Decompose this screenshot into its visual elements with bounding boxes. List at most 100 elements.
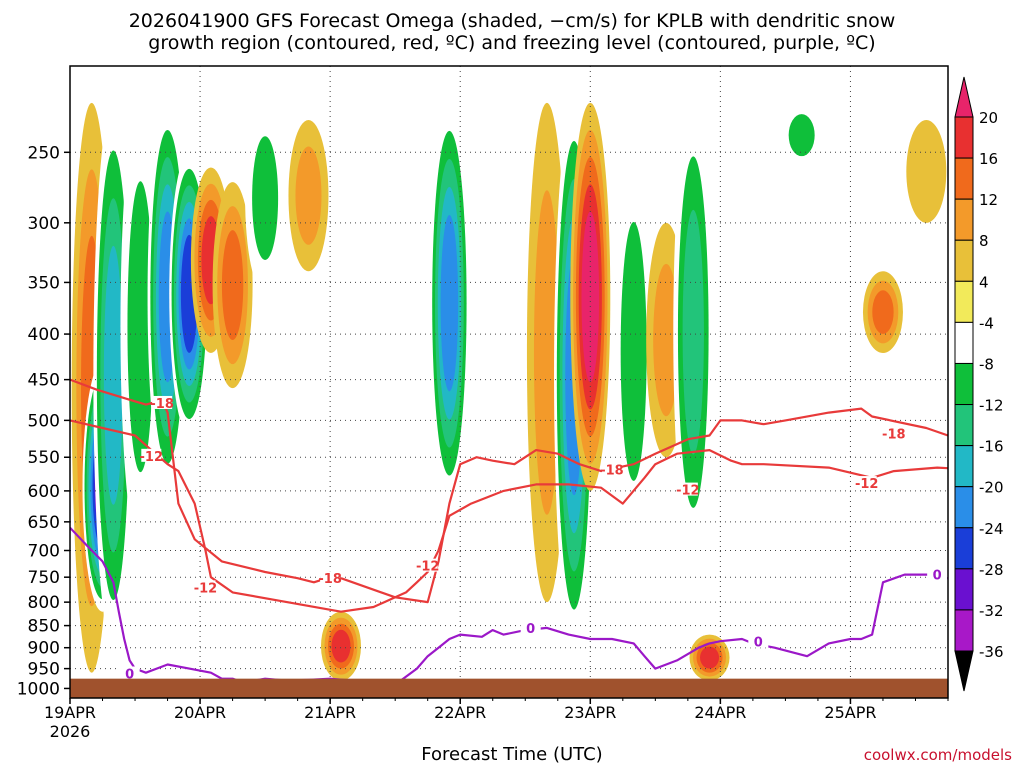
omega-cell: [1019, 339, 1024, 374]
colorbar-box: [954, 280, 974, 323]
omega-cell: [127, 181, 154, 473]
x-tick-label: 25APR: [824, 703, 876, 722]
contour-label: -18: [600, 464, 624, 479]
contour-line-minus18: [340, 407, 948, 604]
colorbar-bottom-arrow: [954, 650, 974, 692]
colorbar-box: [954, 157, 974, 200]
colorbar-box: [954, 568, 974, 611]
x-tick-label: 22APR: [434, 703, 486, 722]
y-tick-label: 750: [28, 568, 60, 588]
omega-cell: [221, 230, 244, 341]
x-tick-label: 23APR: [564, 703, 616, 722]
contour-label: 0: [933, 569, 942, 584]
y-tick-label: 700: [28, 542, 60, 562]
omega-cell: [331, 629, 351, 663]
colorbar-label: -12: [979, 397, 1004, 415]
colorbar-label: -36: [979, 643, 1004, 661]
plot-frame: [69, 65, 949, 699]
contour-label: 0: [526, 622, 535, 637]
y-tick-label: 1000: [17, 679, 60, 699]
contour-label: 0: [754, 636, 763, 651]
y-tick-label: 450: [28, 371, 60, 391]
y-tick-label: 350: [28, 273, 60, 293]
colorbar-box: [954, 198, 974, 241]
contour-label-bg: [520, 620, 541, 634]
colorbar-label: -8: [979, 355, 994, 373]
contour-label-bg: [141, 448, 162, 462]
x-tick-label: 24APR: [694, 703, 746, 722]
colorbar-label: 12: [979, 191, 998, 209]
contour-label: -12: [676, 484, 700, 499]
y-tick-label: 300: [28, 214, 60, 234]
colorbar-box: [954, 404, 974, 447]
y-tick-label: 950: [28, 660, 60, 680]
contour-label-bg: [856, 476, 877, 490]
y-tick-label: 400: [28, 325, 60, 345]
omega-cell: [533, 190, 560, 515]
credit-link[interactable]: coolwx.com/models: [863, 746, 1012, 764]
omega-cell: [252, 136, 279, 260]
colorbar-label: 8: [979, 232, 989, 250]
y-tick-label: 800: [28, 593, 60, 613]
contour-line-minus12: [70, 419, 440, 613]
colorbar-label: 4: [979, 273, 989, 291]
colorbar-label: 16: [979, 150, 998, 168]
contour-label: -12: [194, 581, 218, 596]
grid-lines: [70, 66, 948, 698]
omega-cell: [103, 245, 123, 505]
colorbar-label: -16: [979, 438, 1004, 456]
contour-label-bg: [119, 666, 140, 680]
omega-cell: [653, 263, 680, 417]
omega-cell: [1015, 334, 1024, 380]
contour-label-bg: [601, 462, 622, 476]
contour-label: -18: [318, 572, 342, 587]
contour-label-bg: [195, 580, 216, 594]
y-tick-label: 250: [28, 143, 60, 163]
colorbar-label: -32: [979, 602, 1004, 620]
omega-cell: [620, 221, 647, 481]
colorbar-label: -4: [979, 314, 994, 332]
colorbar-box: [954, 445, 974, 488]
x-tick-label: 21APR: [304, 703, 356, 722]
omega-cell: [1005, 224, 1024, 434]
contour-label-bg: [417, 558, 438, 572]
omega-cell: [682, 209, 704, 455]
contour-label: -12: [140, 450, 164, 465]
omega-cell: [906, 120, 947, 223]
x-tick-sublabel: 2026: [50, 722, 91, 741]
contour-line-minus12: [437, 449, 948, 551]
contour-label: -18: [882, 427, 906, 442]
x-axis-label: Forecast Time (UTC): [421, 744, 603, 765]
y-tick-label: 850: [28, 617, 60, 637]
contour-line-0: [70, 526, 948, 690]
contour-label-bg: [677, 482, 698, 496]
omega-cell: [295, 146, 322, 245]
contour-label-bg: [152, 395, 173, 409]
contour-label: -18: [150, 397, 174, 412]
colorbar-top-arrow: [954, 76, 974, 118]
x-tick-label: 19APR: [44, 703, 96, 722]
contour-line-minus18: [70, 378, 342, 584]
chart-title-line-1: 2026041900 GFS Forecast Omega (shaded, −…: [128, 10, 896, 32]
colorbar-box: [954, 116, 974, 159]
colorbar-box: [954, 609, 974, 652]
contour-label-bg: [320, 571, 341, 585]
colorbar-label: -28: [979, 561, 1004, 579]
contour-label-bg: [927, 567, 948, 581]
colorbar-box: [954, 527, 974, 570]
chart-title-line-2: growth region (contoured, red, ºC) and f…: [148, 32, 876, 54]
contour-label: 0: [125, 667, 134, 682]
omega-cell: [872, 290, 894, 334]
colorbar-box: [954, 362, 974, 406]
y-tick-label: 500: [28, 411, 60, 431]
contour-label: -12: [855, 477, 879, 492]
y-tick-label: 550: [28, 448, 60, 468]
contour-layer: -18 -18 -18 -18 -12 -12 -12 -12 -12 0 0 0 0: [70, 378, 948, 690]
omega-cell: [1017, 337, 1024, 377]
y-tick-label: 900: [28, 639, 60, 659]
contour-label: -12: [416, 560, 440, 575]
y-axis: 2503003504004505005506006507007508008509…: [17, 143, 70, 699]
terrain-ground: [70, 678, 948, 698]
